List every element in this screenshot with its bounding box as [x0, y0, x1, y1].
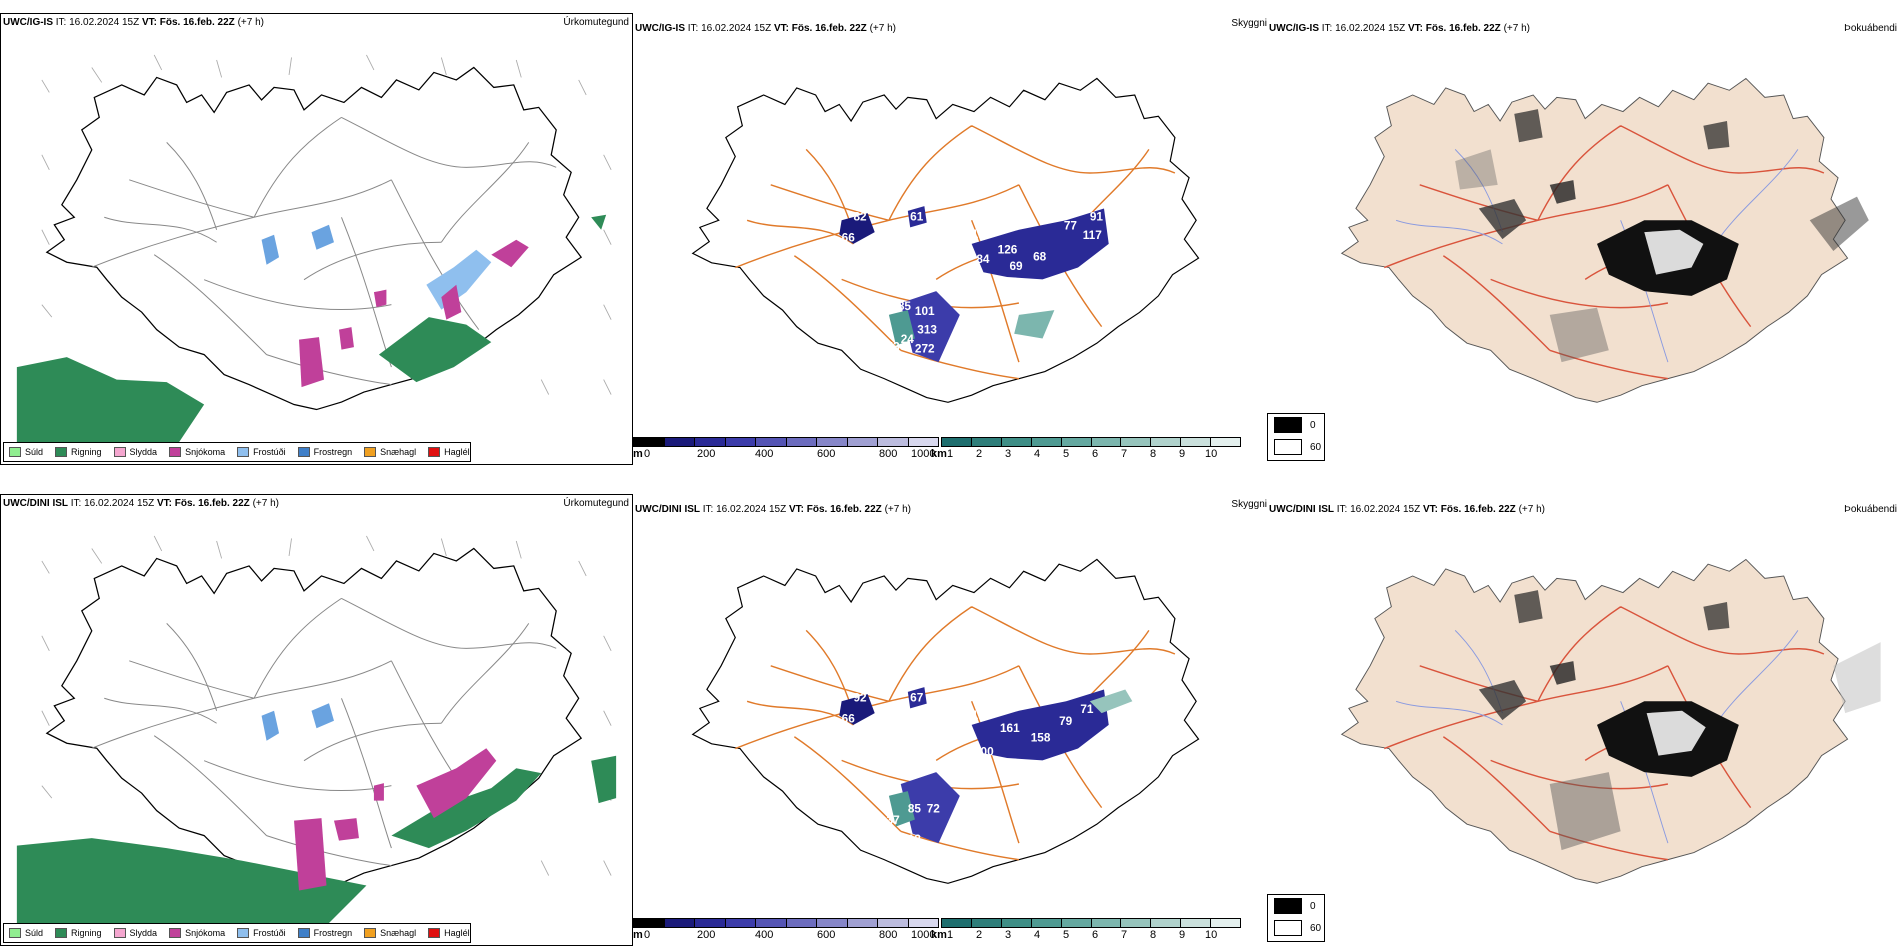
legend-item-sudd: Súld [9, 928, 43, 938]
fog-legend: 0 60 [1267, 894, 1325, 942]
legend-item-frostregn: Frostregn [297, 447, 352, 457]
legend-item-rigning: Rigning [55, 928, 102, 938]
vis-label-0: 92 [853, 690, 867, 704]
vis-label-7: 68 [1033, 249, 1047, 263]
vis-label-7: 71 [1080, 702, 1094, 716]
precip-legend: Súld Rigning Slydda Snjókoma Frostúði Fr… [3, 923, 471, 943]
vis-label-14: 272 [915, 342, 935, 356]
precip-type-panel-bottom: UWC/DINI ISL IT: 16.02.2024 15Z VT: Fös.… [0, 494, 633, 946]
vis-label-9: 117 [1083, 228, 1102, 242]
legend-item-sudd: Súld [9, 447, 43, 457]
fog-legend: 0 60 [1267, 413, 1325, 461]
vis-label-17: 272 [1014, 290, 1034, 304]
vis-label-13: 313 [917, 323, 937, 337]
vis-label-13: 13 [908, 832, 922, 846]
legend-item-haglel: Haglél [428, 928, 470, 938]
vis-label-11: 101 [915, 304, 935, 318]
vis-label-1: 66 [842, 712, 856, 726]
legend-item-frostudi: Frostúði [237, 928, 286, 938]
precip-type-panel-top: UWC/IG-IS IT: 16.02.2024 15Z VT: Fös. 16… [0, 13, 633, 465]
panel-header: UWC/DINI ISL IT: 16.02.2024 15Z VT: Fös.… [3, 498, 279, 509]
vis-label-15: 24 [901, 332, 915, 346]
legend-item-snaehagl: Snæhagl [364, 928, 416, 938]
visibility-panel-bottom: UWC/DINI ISL IT: 16.02.2024 15Z VT: Fös.… [633, 494, 1267, 946]
visibility-scale-m: m 0 200 400 600 800 1000 [633, 918, 939, 942]
precip-legend: Súld Rigning Slydda Snjókoma Frostúði Fr… [3, 442, 471, 462]
visibility-map: 82 66 61 101 126 84 69 68 77 117 91 101 … [692, 77, 1200, 403]
vis-label-1: 66 [842, 231, 856, 245]
vis-label-9: 66 [1014, 764, 1028, 778]
panel-header: UWC/DINI ISL IT: 16.02.2024 15Z VT: Fös.… [635, 504, 911, 515]
visibility-scale-km: km 1 2 3 4 5 6 7 8 9 10 [931, 437, 1241, 461]
panel-header: UWC/DINI ISL IT: 16.02.2024 15Z VT: Fös.… [1269, 504, 1545, 515]
visibility-map: 92 66 67 101 161 158 79 71 100 66 85 72 … [692, 558, 1200, 884]
panel-title: Skyggni [1231, 499, 1267, 510]
legend-item-snjokoma: Snjókoma [169, 447, 225, 457]
vis-label-0: 82 [853, 209, 867, 223]
precip-map [16, 54, 612, 442]
panel-title: Úrkomutegund [563, 498, 629, 509]
legend-item-slydda: Slydda [113, 928, 157, 938]
panel-title: Þokuábendi [1844, 504, 1897, 515]
vis-label-2: 67 [910, 690, 924, 704]
fog-map [1341, 77, 1869, 403]
panel-header: UWC/IG-IS IT: 16.02.2024 15Z VT: Fös. 16… [635, 23, 896, 34]
legend-item-snaehagl: Snæhagl [364, 447, 416, 457]
visibility-scale-m: m 0 200 400 600 800 1000 [633, 437, 939, 461]
vis-label-12: 285 [891, 299, 911, 313]
legend-item-haglel: Haglél [428, 447, 470, 457]
legend-item-rigning: Rigning [55, 447, 102, 457]
vis-label-6: 79 [1059, 714, 1073, 728]
panel-title: Þokuábendi [1844, 23, 1897, 34]
vis-label-3: 101 [972, 708, 992, 722]
vis-label-4: 161 [1000, 721, 1020, 735]
vis-label-10: 91 [1090, 209, 1104, 223]
vis-label-11: 72 [927, 801, 941, 815]
vis-label-12: 37 [887, 813, 901, 827]
panel-title: Skyggni [1231, 18, 1267, 29]
panel-header: UWC/IG-IS IT: 16.02.2024 15Z VT: Fös. 16… [1269, 23, 1530, 34]
fog-indicator-panel-bottom: UWC/DINI ISL IT: 16.02.2024 15Z VT: Fös.… [1267, 494, 1900, 946]
panel-title: Úrkomutegund [563, 17, 629, 28]
vis-label-8: 77 [1064, 219, 1078, 233]
vis-label-10: 85 [908, 801, 922, 815]
vis-label-8: 100 [974, 745, 994, 759]
fog-map [1341, 558, 1881, 884]
legend-item-slydda: Slydda [113, 447, 157, 457]
vis-label-5: 158 [1031, 730, 1051, 744]
visibility-panel-top: UWC/IG-IS IT: 16.02.2024 15Z VT: Fös. 16… [633, 13, 1267, 465]
vis-label-16: 53 [887, 339, 901, 353]
fog-indicator-panel-top: UWC/IG-IS IT: 16.02.2024 15Z VT: Fös. 16… [1267, 13, 1900, 465]
vis-label-4: 126 [998, 242, 1018, 256]
precip-map [16, 535, 617, 923]
legend-item-snjokoma: Snjókoma [169, 928, 225, 938]
panel-header: UWC/IG-IS IT: 16.02.2024 15Z VT: Fös. 16… [3, 17, 264, 28]
legend-item-frostudi: Frostúði [237, 447, 286, 457]
vis-label-5: 84 [976, 252, 990, 266]
vis-label-6: 69 [1009, 259, 1023, 273]
legend-item-frostregn: Frostregn [297, 928, 352, 938]
visibility-scale-km: km 1 2 3 4 5 6 7 8 9 10 [931, 918, 1241, 942]
vis-label-3: 101 [972, 227, 992, 241]
vis-label-2: 61 [910, 209, 924, 223]
